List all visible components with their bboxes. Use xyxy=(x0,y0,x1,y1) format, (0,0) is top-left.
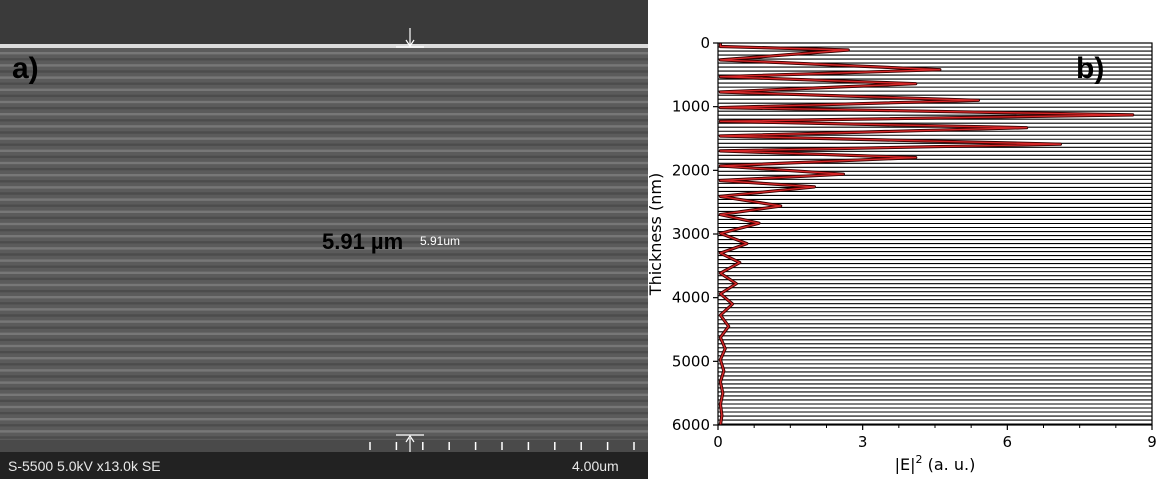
sem-layer-stripe xyxy=(0,375,648,378)
sem-layer-stripe xyxy=(0,418,648,421)
sem-layer-stripe xyxy=(0,271,648,274)
field-intensity-curve xyxy=(719,43,1134,426)
sem-layer-stripe xyxy=(0,277,648,281)
sem-layer-stripe xyxy=(0,82,648,85)
sem-layer-stripe xyxy=(0,302,648,305)
sem-layer-stripe xyxy=(0,436,648,439)
field-profile-chart: 0 3 6 9 0 1000 2000 3000 4000 5000 6000 b) |E|2 (a… xyxy=(648,34,1156,474)
sem-layer-stripe xyxy=(0,241,648,244)
sem-layer-stripe xyxy=(0,411,648,415)
sem-layer-stripe xyxy=(0,210,648,213)
sem-layer-stripe xyxy=(0,326,648,329)
sem-layer-stripe xyxy=(0,143,648,146)
sem-layer-stripe xyxy=(0,405,648,409)
bottom-measure-marker xyxy=(396,434,424,452)
x-tick-label: 3 xyxy=(858,433,868,451)
layer-interface-lines xyxy=(718,42,1152,425)
sem-layer-stripe xyxy=(0,100,648,104)
thickness-measurement-label: 5.91 µm xyxy=(322,229,403,254)
sem-layer-stripes xyxy=(0,52,648,439)
sem-layer-stripe xyxy=(0,192,648,195)
sem-layer-stripe xyxy=(0,259,648,262)
sem-layer-stripe xyxy=(0,228,648,232)
x-axis-label: |E|2 (a. u.) xyxy=(895,453,976,474)
sem-layer-stripe xyxy=(0,64,648,67)
sem-layer-stripe xyxy=(0,174,648,177)
sem-layer-stripe xyxy=(0,363,648,366)
sem-layer-stripe xyxy=(0,222,648,226)
sem-layer-stripe xyxy=(0,186,648,189)
sem-layer-stripe xyxy=(0,424,648,427)
panel-b-label: b) xyxy=(1076,52,1104,85)
sem-layer-stripe xyxy=(0,167,648,171)
y-axis-label: Thickness (nm) xyxy=(648,173,665,296)
y-tick-label: 0 xyxy=(700,34,710,52)
sem-layer-stripe xyxy=(0,180,648,183)
sem-layer-stripe xyxy=(0,369,648,372)
sem-layer-stripe xyxy=(0,88,648,91)
sem-layer-stripe xyxy=(0,289,648,293)
sem-layer-stripe xyxy=(0,314,648,317)
sem-layer-stripe xyxy=(0,198,648,201)
sem-layer-stripe xyxy=(0,216,648,220)
sem-layer-stripe xyxy=(0,58,648,61)
x-tick-label: 9 xyxy=(1147,433,1156,451)
top-measure-marker xyxy=(396,28,424,48)
sem-info-bar xyxy=(0,452,648,479)
sem-info-text: S-5500 5.0kV x13.0k SE xyxy=(8,458,161,474)
scale-bar xyxy=(369,442,635,450)
sem-layer-stripe xyxy=(0,332,648,335)
sem-layer-stripe xyxy=(0,52,648,55)
sem-layer-stripe xyxy=(0,296,648,299)
sem-layer-stripe xyxy=(0,137,648,140)
sem-layer-stripe xyxy=(0,94,648,98)
sem-layer-stripe xyxy=(0,308,648,311)
sem-layer-stripe xyxy=(0,430,648,433)
sem-layer-stripe xyxy=(0,350,648,354)
sem-layer-stripe xyxy=(0,204,648,207)
sem-layer-stripe xyxy=(0,113,648,116)
y-tick-label: 2000 xyxy=(672,161,710,179)
y-tick-label: 6000 xyxy=(672,416,710,434)
sem-layer-stripe xyxy=(0,283,648,287)
sem-layer-stripe xyxy=(0,393,648,396)
sem-layer-stripe xyxy=(0,265,648,268)
sem-top-dark-region xyxy=(0,0,648,44)
sem-layer-stripe xyxy=(0,381,648,384)
axis-tick-labels: 0 3 6 9 0 1000 2000 3000 4000 5000 6000 xyxy=(672,34,1156,451)
sem-layer-stripe xyxy=(0,131,648,134)
sem-layer-stripe xyxy=(0,357,648,360)
sem-layer-stripe xyxy=(0,161,648,165)
thickness-measurement-small: 5.91um xyxy=(420,234,460,248)
sem-layer-stripe xyxy=(0,399,648,403)
axis-ticks xyxy=(713,42,1153,430)
sem-layer-stripe xyxy=(0,235,648,238)
sem-layer-stripe xyxy=(0,338,648,342)
sem-layer-stripe xyxy=(0,320,648,323)
y-tick-label: 5000 xyxy=(672,352,710,370)
sem-layer-stripe xyxy=(0,387,648,390)
sem-layer-stripe xyxy=(0,119,648,122)
sem-layer-stripe xyxy=(0,344,648,348)
sem-layer-stripe xyxy=(0,155,648,159)
sem-layer-stripe xyxy=(0,106,648,110)
sem-image: a) 5.91 µm 5.91um S-5500 5.0kV x13.0k SE… xyxy=(0,0,648,479)
sem-layer-stripe xyxy=(0,125,648,128)
x-tick-label: 0 xyxy=(713,433,723,451)
sem-background xyxy=(0,0,648,479)
y-tick-label: 4000 xyxy=(672,289,710,307)
sem-layer-stripe xyxy=(0,247,648,250)
sem-layer-stripe xyxy=(0,149,648,152)
x-tick-label: 6 xyxy=(1003,433,1013,451)
sem-layer-stripe xyxy=(0,70,648,73)
sem-surface-line xyxy=(0,44,648,48)
y-tick-label: 3000 xyxy=(672,225,710,243)
y-tick-label: 1000 xyxy=(672,98,710,116)
sem-layer-stripe xyxy=(0,76,648,79)
panel-a-label: a) xyxy=(12,52,39,85)
sem-layer-stripe xyxy=(0,253,648,256)
scale-bar-label: 4.00um xyxy=(572,458,619,474)
